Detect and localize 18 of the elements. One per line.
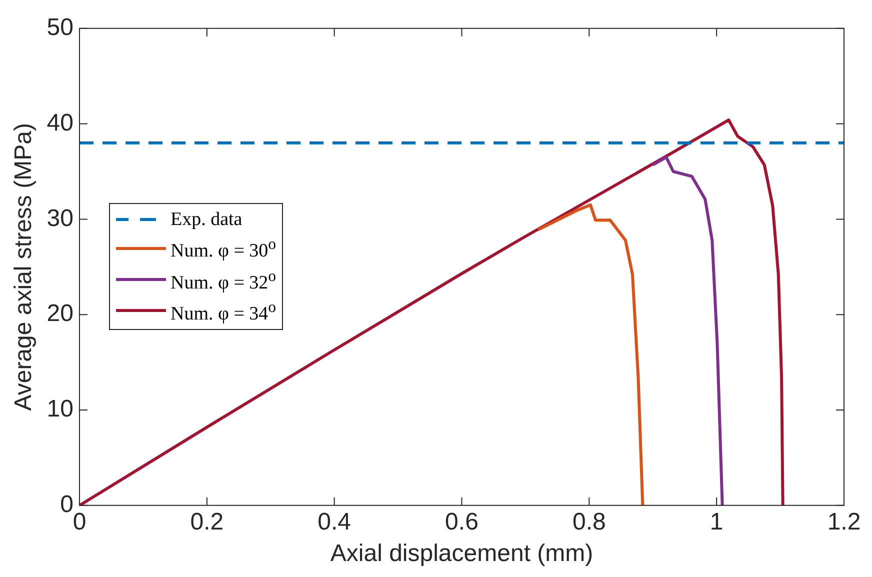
y-tick-label: 0 [60,491,74,518]
y-tick-label: 10 [46,396,74,423]
y-axis-title: Average axial stress (MPa) [10,123,38,411]
y-tick-label: 30 [46,204,74,232]
x-tick-label: 0.6 [445,508,478,536]
legend-label: Num. φ = 30$^{o}$ [170,235,276,264]
x-tick-label: 1 [710,508,724,536]
x-tick-label: 0.8 [572,508,606,536]
legend-label: Num. φ = 34$^{o}$ [170,298,276,326]
legend-label: Num. φ = 32$^{o}$ [170,266,276,296]
y-tick-label: 40 [46,109,74,136]
y-tick-label: 20 [46,300,74,328]
x-tick-label: 0.2 [190,508,224,536]
x-axis-title: Axial displacement (mm) [330,540,594,568]
x-tick-label: 1.2 [827,508,861,536]
x-tick-label: 0.4 [318,508,352,536]
legend-label: Exp. data [170,208,242,232]
y-tick-label: 50 [46,14,74,42]
